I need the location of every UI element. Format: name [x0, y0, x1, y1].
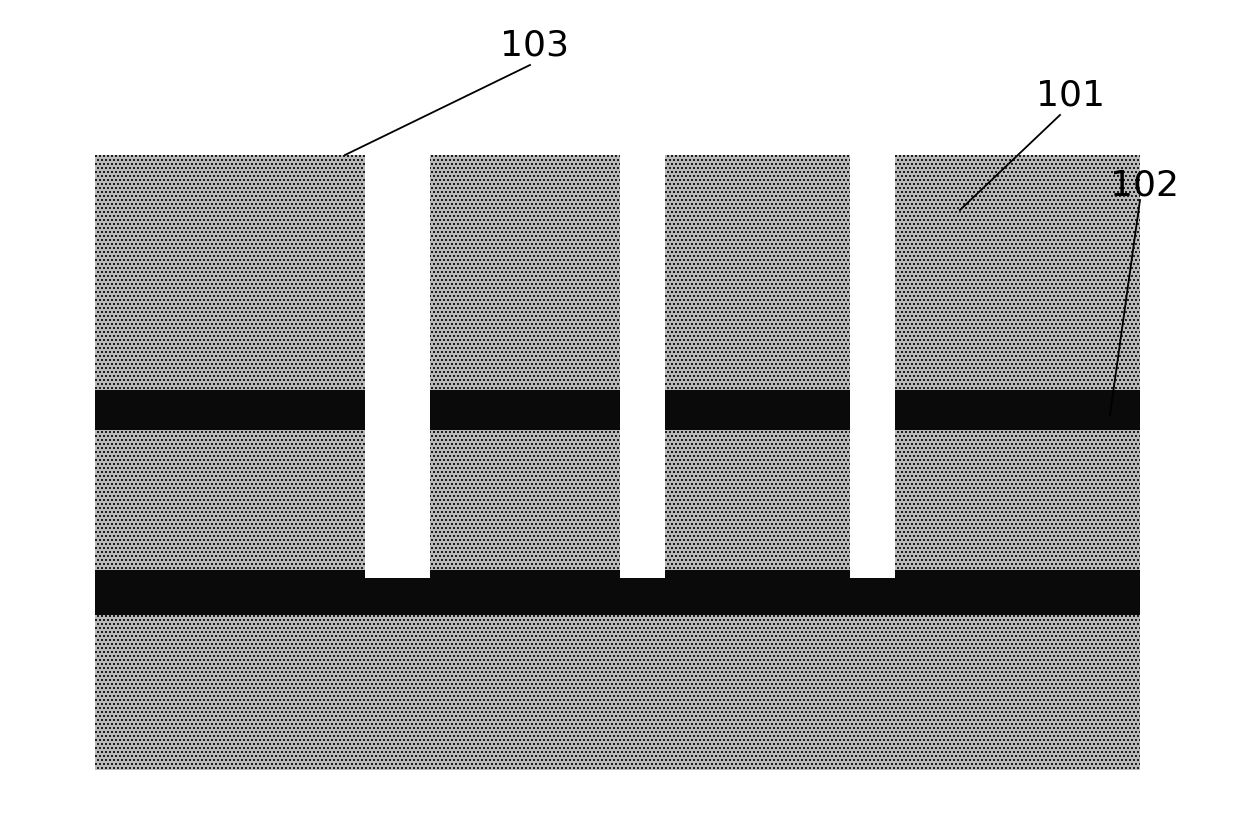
Text: 103: 103	[501, 28, 569, 62]
Text: 102: 102	[1111, 168, 1179, 202]
Text: 101: 101	[1035, 78, 1105, 112]
